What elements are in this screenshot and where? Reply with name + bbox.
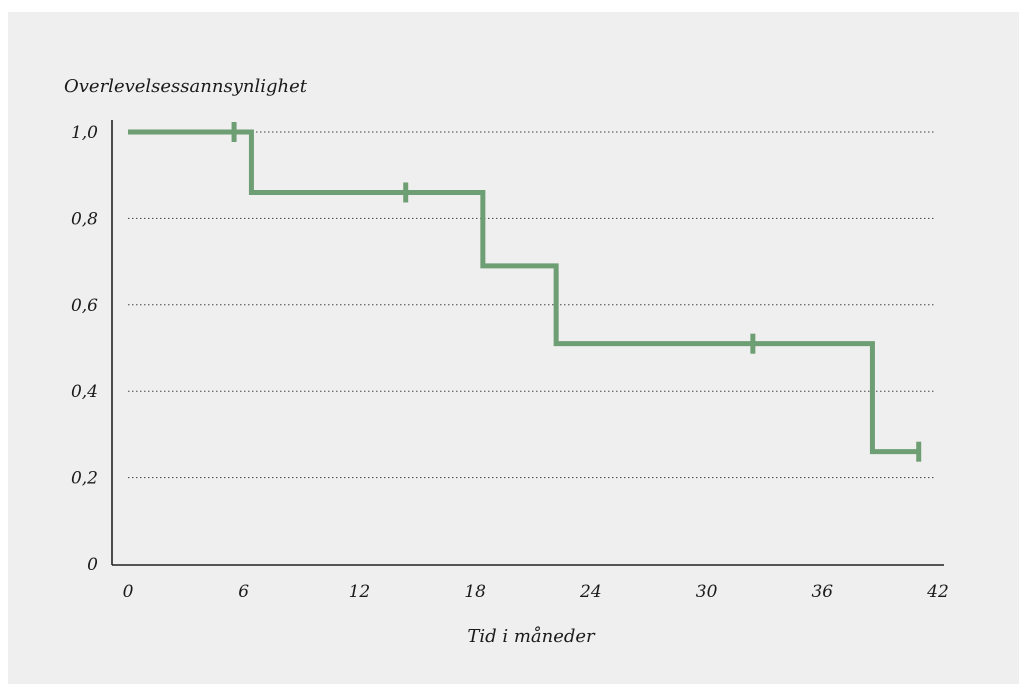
survival-step-line-0 [128,129,919,455]
x-axis-title: Tid i måneder [467,625,596,647]
y-tick-labels: 0 0,2 0,4 0,6 0,8 1,0 [71,123,98,575]
grid-lines [128,131,934,479]
x-tick-label-6: 36 [811,582,833,602]
x-tick-label-7: 42 [926,582,949,602]
x-tick-label-1: 6 [238,582,249,602]
x-tick-label-2: 12 [349,582,371,602]
y-tick-label-0: 0 [87,555,98,575]
survival-chart: 0 0,2 0,4 0,6 0,8 1,0 0 6 12 18 24 30 36 42 Overleve… [64,76,949,647]
series-group [128,122,922,462]
y-tick-label-2: 0,4 [71,382,98,402]
y-axis-title: Overlevelsessannsynlighet [64,76,308,97]
y-tick-label-4: 0,8 [71,209,98,229]
x-tick-labels: 0 6 12 18 24 30 36 42 [123,582,949,602]
x-tick-label-5: 30 [696,582,718,602]
y-tick-label-1: 0,2 [71,469,98,489]
y-tick-label-3: 0,6 [71,296,98,316]
x-tick-label-0: 0 [123,582,134,602]
axes [111,120,944,566]
chart-panel: 0 0,2 0,4 0,6 0,8 1,0 0 6 12 18 24 30 36 42 Overleve… [8,12,1019,684]
x-tick-label-4: 24 [579,582,602,602]
x-tick-label-3: 18 [464,582,486,602]
y-tick-label-5: 1,0 [71,123,98,143]
